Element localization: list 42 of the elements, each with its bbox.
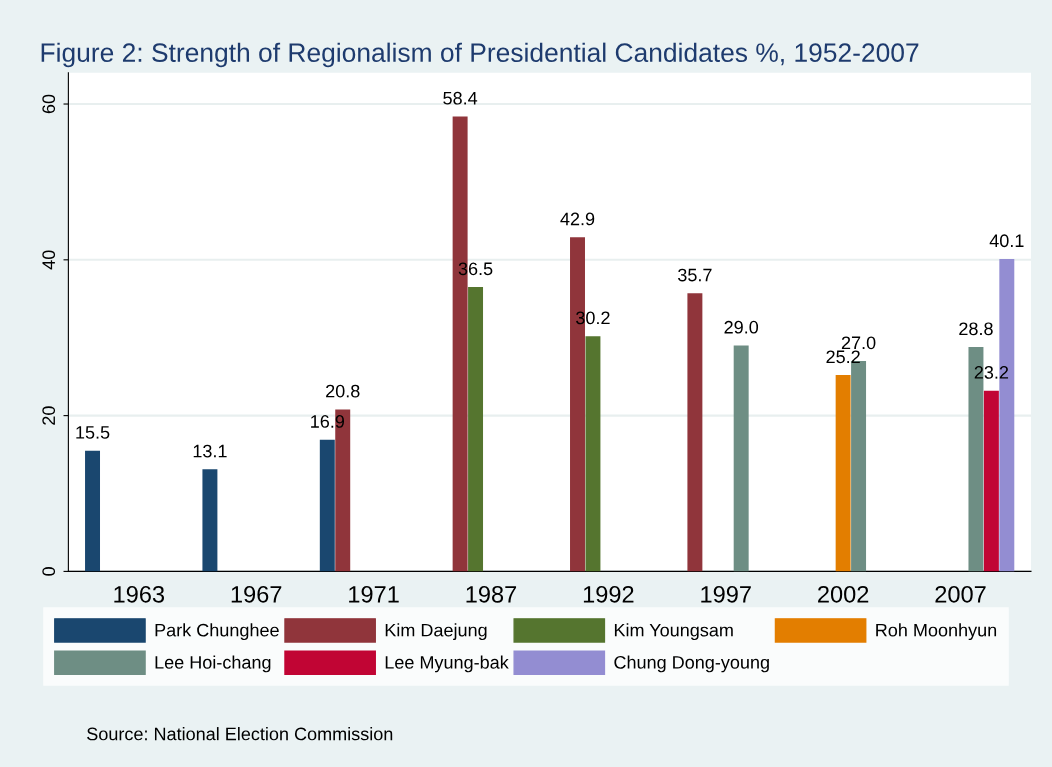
bar xyxy=(319,439,335,572)
bar xyxy=(687,293,703,572)
legend-label: Chung Dong-young xyxy=(614,655,769,673)
x-tick-label: 2007 xyxy=(935,585,986,603)
legend-label: Kim Daejung xyxy=(385,623,487,641)
legend-label: Park Chunghee xyxy=(155,623,279,641)
x-tick-label: 1967 xyxy=(231,585,282,603)
data-label: 23.2 xyxy=(974,366,1009,379)
data-label: 13.1 xyxy=(193,444,227,458)
chart-title: Figure 2: Strength of Regionalism of Presidential Candidates %, 1952-2007 xyxy=(41,42,919,68)
source-note: Source: National Election Commission xyxy=(87,727,393,741)
data-label: 29.0 xyxy=(724,320,759,334)
data-label: 28.8 xyxy=(959,322,993,336)
bar xyxy=(468,287,484,572)
y-tick-label: 20 xyxy=(42,406,56,425)
data-label: 42.9 xyxy=(560,212,595,226)
bar xyxy=(835,375,851,572)
data-label: 15.5 xyxy=(76,426,110,439)
y-tick-label: 60 xyxy=(42,94,56,114)
bar xyxy=(85,450,101,572)
y-tick-label: 0 xyxy=(42,567,56,576)
x-tick-label: 1971 xyxy=(349,585,399,603)
data-label: 58.4 xyxy=(443,91,478,105)
data-label: 35.7 xyxy=(678,268,712,282)
legend-label: Roh Moonhyun xyxy=(876,623,997,641)
bar xyxy=(202,469,218,572)
data-label: 20.8 xyxy=(326,384,360,398)
legend-label: Lee Hoi-chang xyxy=(155,655,271,673)
bar xyxy=(983,390,999,572)
legend-label: Kim Youngsam xyxy=(614,623,733,641)
bar xyxy=(733,345,749,572)
legend-label: Lee Myung-bak xyxy=(385,655,509,673)
x-tick-label: 1997 xyxy=(701,585,751,603)
bar xyxy=(585,336,601,572)
data-label: 25.2 xyxy=(826,350,860,364)
x-tick-label: 2002 xyxy=(818,585,869,603)
x-tick-label: 1987 xyxy=(466,585,517,603)
data-label: 27.0 xyxy=(841,336,876,350)
data-label: 40.1 xyxy=(989,234,1024,248)
x-tick-label: 1963 xyxy=(114,585,165,603)
x-tick-label: 1992 xyxy=(583,585,634,603)
y-tick-label: 40 xyxy=(42,250,56,270)
